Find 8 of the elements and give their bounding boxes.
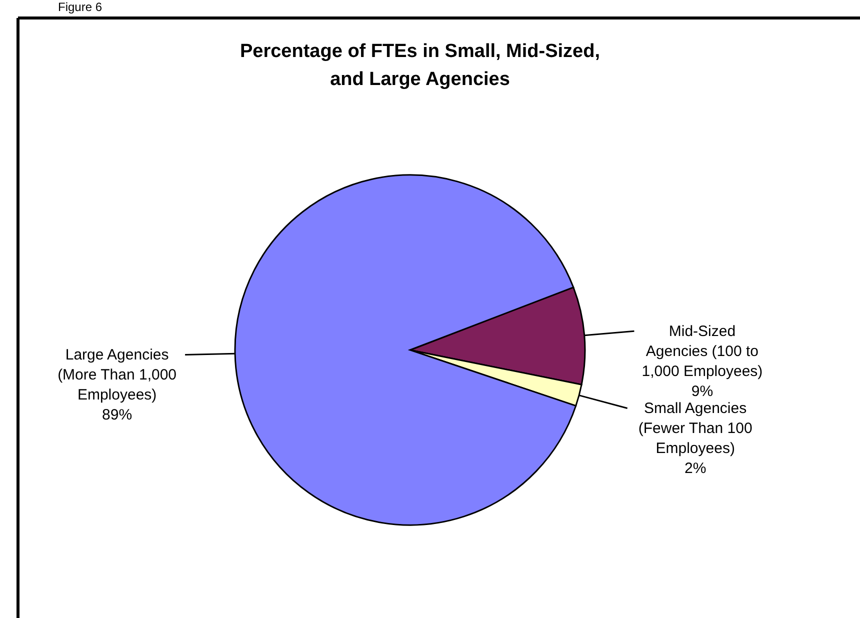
data-label: 9% [691,383,714,400]
chart-title: Percentage of FTEs in Small, Mid-Sized, and Large Agencies [240,41,600,90]
data-label: 2% [684,460,706,478]
slice-label: Small Agencies (Fewer Than 100 Employees) [638,400,752,458]
caption: Figure 6 [58,0,102,14]
data-label: 89% [102,406,132,424]
slice-label: Large Agencies (More Than 1,000 Employees) [58,346,177,404]
slice-label: Mid-Sized Agencies (100 to 1,000 Employees) [642,323,763,380]
